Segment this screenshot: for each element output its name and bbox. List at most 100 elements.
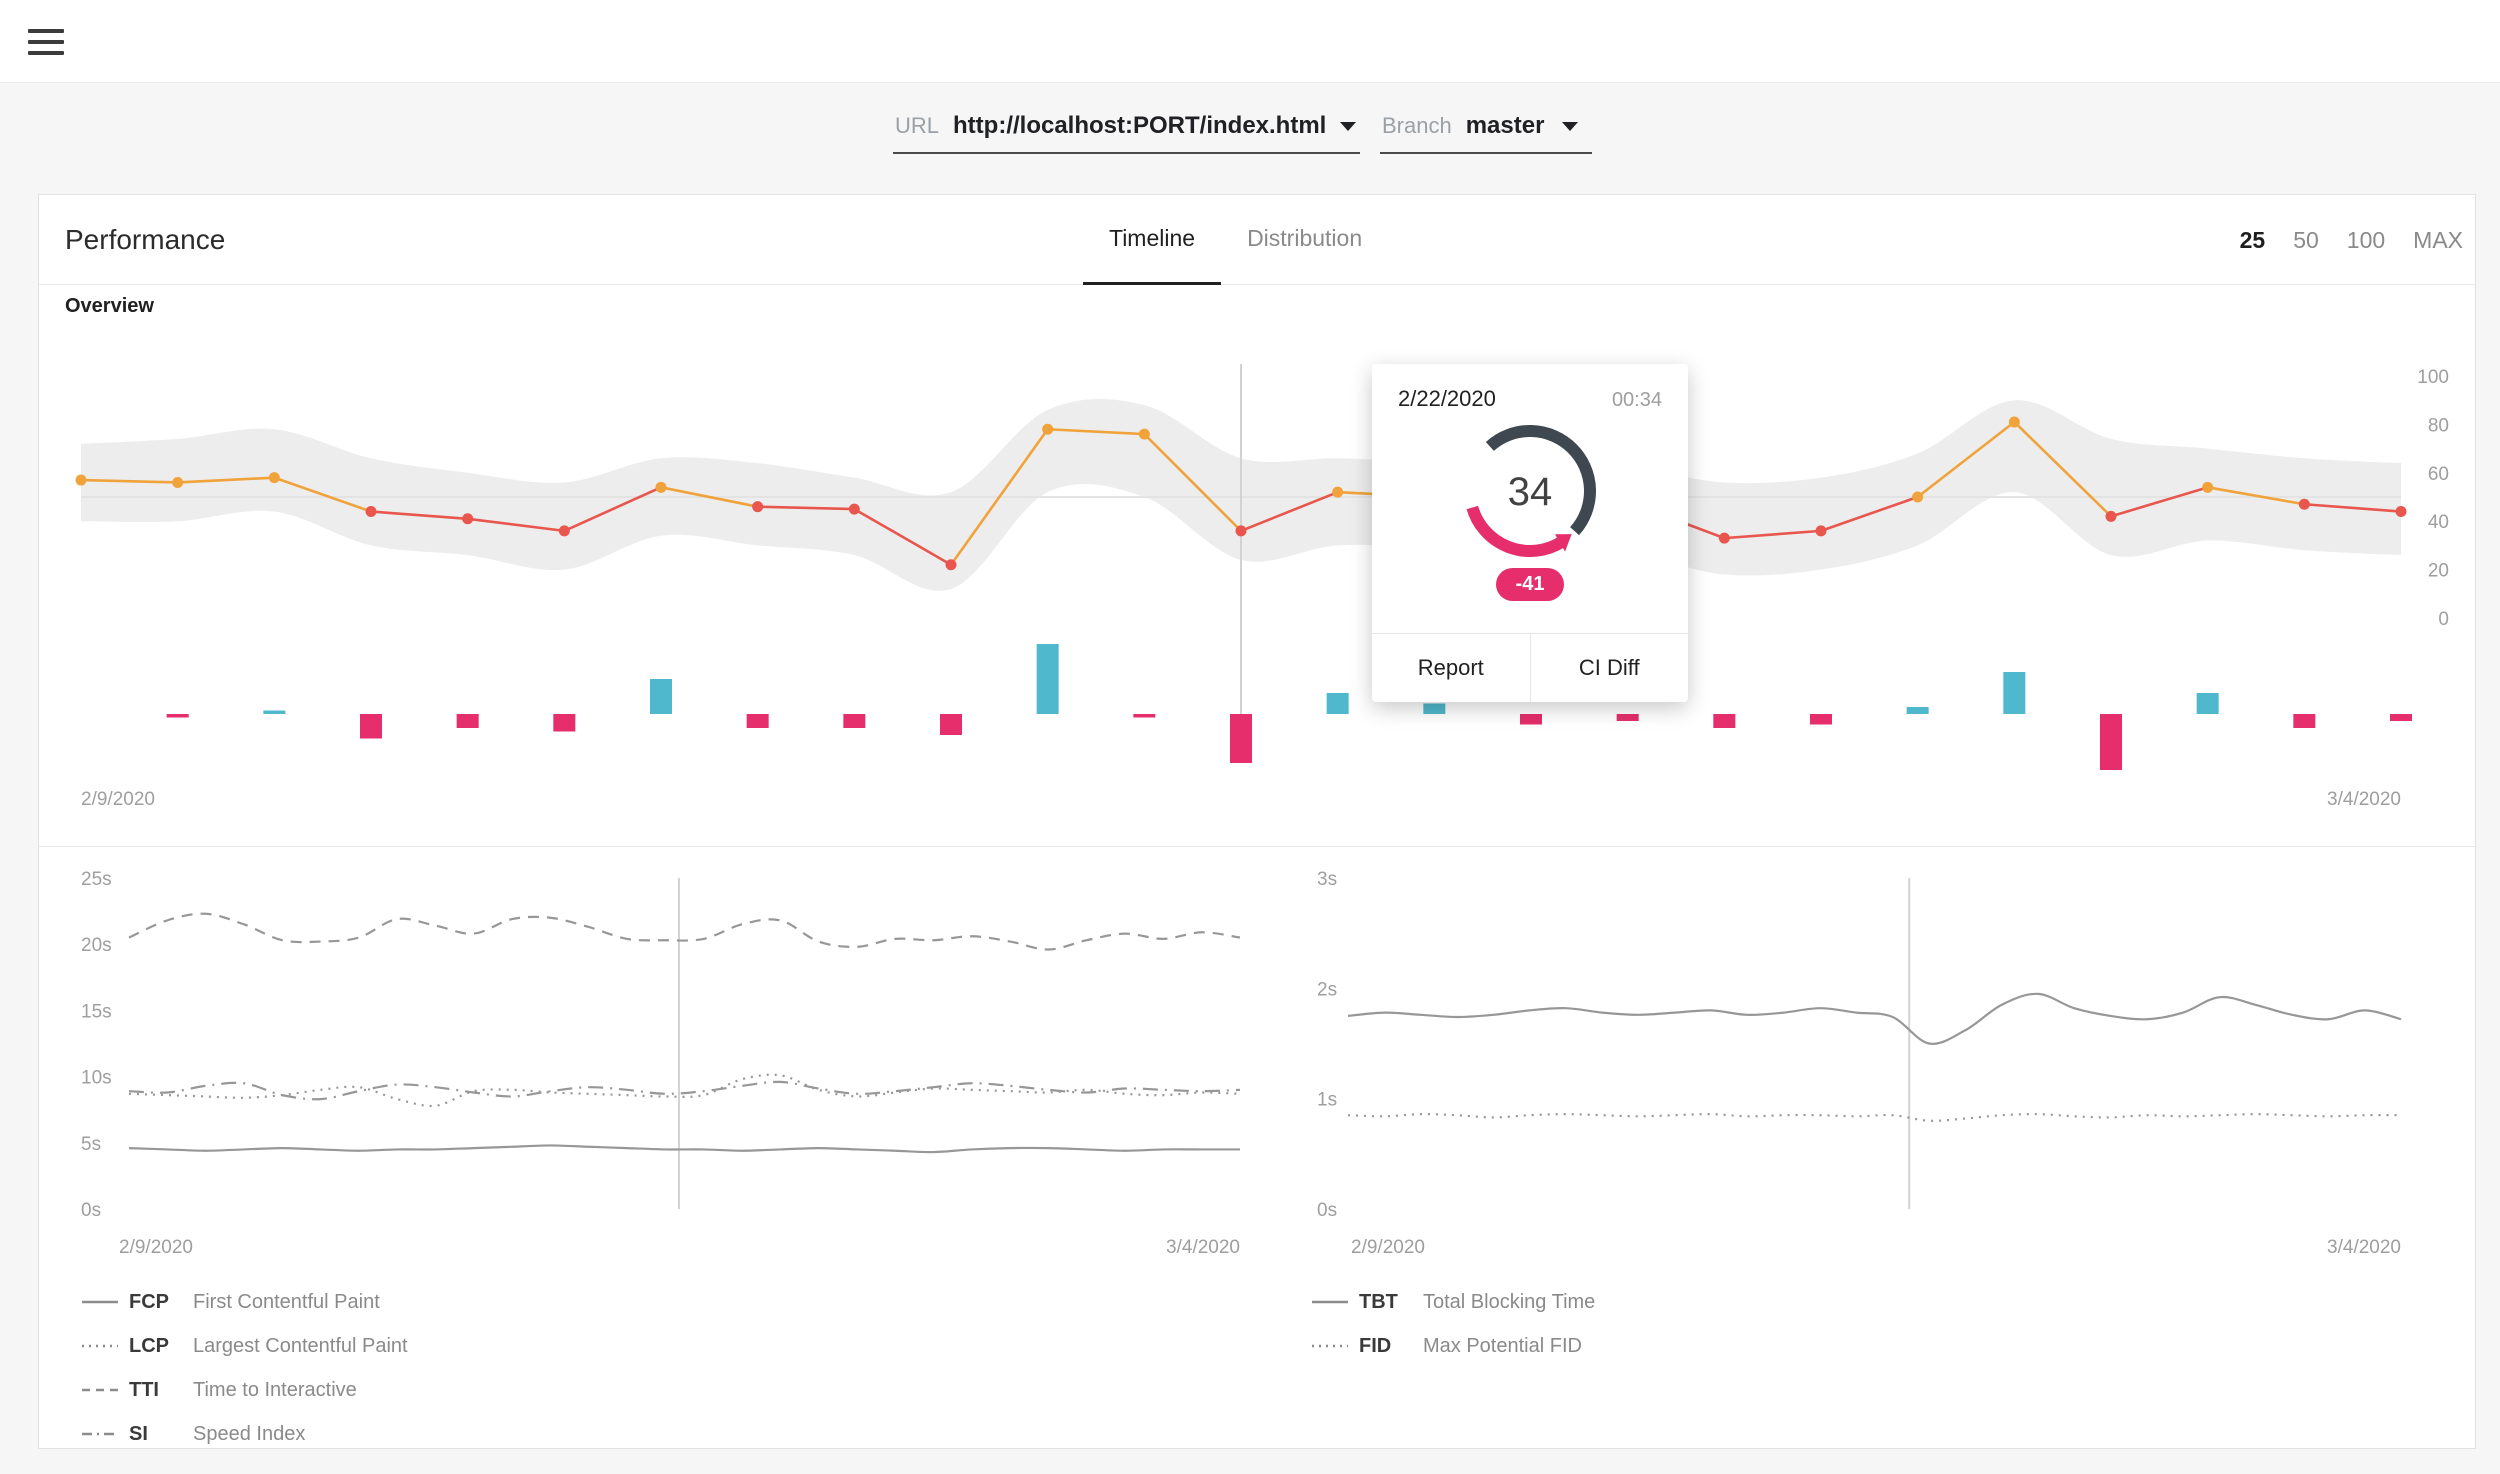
score-point[interactable] <box>172 476 184 488</box>
score-line-segment <box>1240 490 1339 533</box>
overview-heading: Overview <box>65 295 154 317</box>
score-line-segment <box>1143 433 1242 532</box>
ci-diff-button[interactable]: CI Diff <box>1529 634 1689 702</box>
metric-line-fid <box>1347 1112 2402 1122</box>
diff-bar[interactable] <box>2196 693 2219 714</box>
diff-bar[interactable] <box>360 714 382 739</box>
score-point[interactable] <box>2008 416 2020 428</box>
score-line-segment <box>273 476 372 513</box>
line-style-swatch-dotted <box>1312 1344 1348 1348</box>
score-point[interactable] <box>848 503 860 515</box>
score-point[interactable] <box>75 474 87 486</box>
score-point[interactable] <box>752 501 764 513</box>
x-axis-start-label: 2/9/2020 <box>1351 1237 1425 1258</box>
diff-bar[interactable] <box>263 710 286 715</box>
diff-bar[interactable] <box>1423 703 1446 715</box>
diff-bar[interactable] <box>2003 672 2026 714</box>
branch-select-value: master <box>1465 112 1545 139</box>
diff-bar[interactable] <box>1713 714 1736 728</box>
legend-abbr: TTI <box>129 1378 159 1401</box>
overview-x-axis: 2/9/2020 3/4/2020 <box>81 789 2401 811</box>
score-point[interactable] <box>558 525 570 537</box>
tab-timeline[interactable]: Timeline <box>1083 195 1222 285</box>
score-point[interactable] <box>462 513 474 525</box>
score-line-segment <box>1047 427 1145 436</box>
paint-metrics-chart[interactable]: 25s 20s 15s 10s 5s 0s <box>61 869 1251 1221</box>
diff-bar[interactable] <box>2390 714 2412 721</box>
gauge-score-value: 34 <box>1508 470 1553 514</box>
legend-label: First Contentful Paint <box>193 1290 380 1313</box>
score-line-segment <box>660 486 758 508</box>
score-point[interactable] <box>1138 428 1150 440</box>
score-point[interactable] <box>1815 525 1827 537</box>
score-point[interactable] <box>1912 491 1924 503</box>
score-point[interactable] <box>655 481 667 493</box>
diff-bar[interactable] <box>1906 707 1929 714</box>
legend-item-tti: TTI Time to Interactive <box>81 1375 408 1405</box>
diff-bar[interactable] <box>1230 714 1252 763</box>
report-button[interactable]: Report <box>1417 655 1484 680</box>
legend-label: Largest Contentful Paint <box>193 1334 408 1357</box>
y-axis-tick: 2s <box>1317 979 1337 1000</box>
diff-bar[interactable] <box>1520 714 1542 725</box>
line-style-swatch-solid <box>1312 1300 1348 1304</box>
build-tooltip: 2/22/2020 00:34 34 -41 Report CI Diff <box>1372 364 1688 702</box>
limit-100[interactable]: 100 <box>2346 226 2386 253</box>
score-point[interactable] <box>1718 532 1730 544</box>
diff-bar[interactable] <box>456 714 479 728</box>
score-point[interactable] <box>268 472 280 484</box>
diff-bar[interactable] <box>553 714 576 732</box>
diff-bar[interactable] <box>1133 714 1156 718</box>
y-axis-tick: 5s <box>81 1134 101 1155</box>
tooltip-header: 2/22/2020 00:34 <box>1372 364 1688 412</box>
score-point[interactable] <box>2202 481 2214 493</box>
score-point[interactable] <box>2105 510 2117 522</box>
y-axis-tick: 0s <box>1317 1200 1337 1216</box>
tab-distribution[interactable]: Distribution <box>1247 225 1363 251</box>
url-select[interactable]: URL http://localhost:PORT/index.html <box>893 108 1360 154</box>
performance-card: Performance Timeline Distribution 25 50 … <box>38 194 2476 1449</box>
blocking-metrics-x-axis: 2/9/2020 3/4/2020 <box>1351 1237 2401 1259</box>
branch-select[interactable]: Branch master <box>1380 108 1592 154</box>
score-point[interactable] <box>1042 423 1054 435</box>
diff-bar[interactable] <box>940 714 962 735</box>
metric-line-tti <box>128 912 1241 951</box>
score-point[interactable] <box>365 506 377 518</box>
diff-bar[interactable] <box>1810 714 1832 725</box>
score-point[interactable] <box>1332 486 1344 498</box>
diff-bar[interactable] <box>1616 714 1639 721</box>
score-line-segment <box>2207 486 2305 506</box>
overview-chart[interactable]: 100 80 60 40 20 0 <box>39 345 2475 825</box>
y-axis-tick: 0 <box>2438 609 2449 630</box>
diff-bar[interactable] <box>166 714 189 718</box>
legend-abbr: FCP <box>129 1290 169 1313</box>
score-point[interactable] <box>1235 525 1247 537</box>
score-line-segment <box>80 478 178 484</box>
score-gauge: 34 <box>1455 416 1605 566</box>
limit-max[interactable]: MAX <box>2413 226 2463 253</box>
score-point[interactable] <box>2395 506 2407 518</box>
diff-bar[interactable] <box>1326 693 1349 714</box>
menu-button[interactable] <box>18 14 74 70</box>
diff-bar[interactable] <box>650 679 672 714</box>
x-axis-end-label: 3/4/2020 <box>1166 1237 1240 1258</box>
limit-50[interactable]: 50 <box>2293 226 2319 253</box>
diff-bar[interactable] <box>2293 714 2316 728</box>
legend-item-fid: FID Max Potential FID <box>1311 1331 1595 1361</box>
legend-item-tbt: TBT Total Blocking Time <box>1311 1287 1595 1317</box>
diff-bar[interactable] <box>1036 644 1059 714</box>
tooltip-date: 2/22/2020 <box>1398 386 1496 411</box>
diff-bar[interactable] <box>843 714 866 728</box>
score-point[interactable] <box>2298 498 2310 510</box>
limit-25[interactable]: 25 <box>2239 226 2266 253</box>
diff-bar[interactable] <box>2100 714 2122 770</box>
legend-label: Max Potential FID <box>1423 1334 1582 1357</box>
blocking-metrics-chart[interactable]: 3s 2s 1s 0s <box>1301 869 2411 1221</box>
target-selectors: URL http://localhost:PORT/index.html Bra… <box>893 108 1592 154</box>
diff-bar[interactable] <box>746 714 769 728</box>
score-point[interactable] <box>945 559 957 571</box>
score-line-segment <box>467 517 565 533</box>
score-line-segment <box>563 486 662 533</box>
legend-item-lcp: LCP Largest Contentful Paint <box>81 1331 408 1361</box>
